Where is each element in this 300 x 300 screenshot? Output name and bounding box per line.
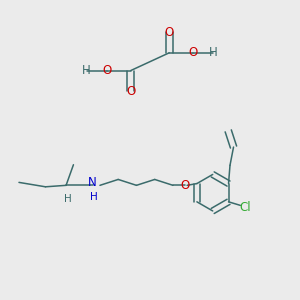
Text: H: H	[64, 194, 71, 204]
Text: H: H	[209, 46, 218, 59]
Text: Cl: Cl	[239, 201, 250, 214]
Text: H: H	[90, 192, 98, 202]
Text: O: O	[164, 26, 174, 39]
Text: O: O	[103, 64, 112, 77]
Text: H: H	[82, 64, 91, 77]
Text: N: N	[88, 176, 97, 189]
Text: O: O	[126, 85, 136, 98]
Text: O: O	[180, 179, 189, 192]
Text: O: O	[188, 46, 197, 59]
